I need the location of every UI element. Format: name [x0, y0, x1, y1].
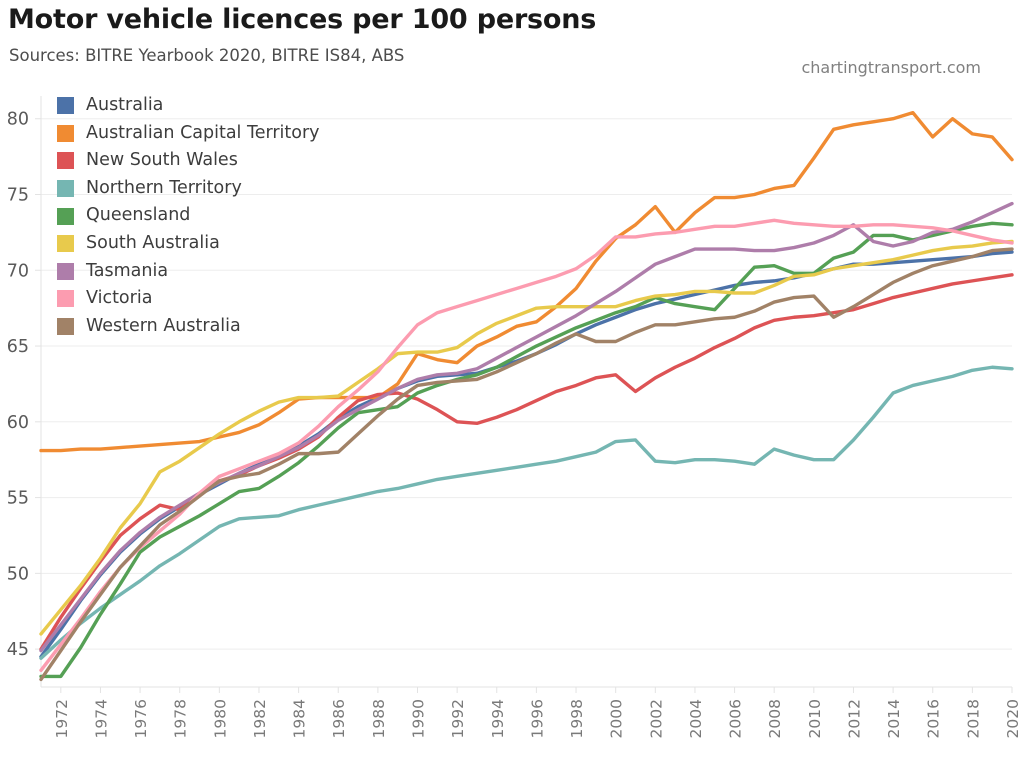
x-axis-tick-label: 2004 — [687, 699, 705, 738]
x-axis-tick-label: 1976 — [132, 699, 150, 738]
x-axis-tick-label: 2002 — [647, 699, 665, 738]
x-axis-tick-label: 1984 — [291, 699, 309, 738]
x-axis-tick-label: 2018 — [964, 699, 982, 738]
y-axis-tick-label: 65 — [7, 337, 29, 357]
x-axis-tick-label: 2006 — [727, 699, 745, 738]
x-axis-tick-label: 2012 — [845, 699, 863, 738]
legend-item-label: Tasmania — [86, 260, 169, 281]
x-axis-tick-label: 1994 — [489, 699, 507, 738]
x-axis-tick-label: 1996 — [528, 699, 546, 738]
x-axis-tick-label: 1998 — [568, 699, 586, 738]
x-axis-tick-label: 2010 — [806, 699, 824, 738]
legend-color-swatch — [57, 318, 74, 336]
y-axis-tick-label: 50 — [7, 564, 29, 584]
series-line — [39, 221, 1014, 679]
series-line — [39, 247, 1014, 682]
y-axis-tick-label: 80 — [7, 110, 29, 130]
legend-color-swatch — [57, 180, 74, 198]
x-axis-tick-label: 1980 — [211, 699, 229, 738]
x-axis-tick-label: 1986 — [330, 699, 348, 738]
x-axis-tick-label: 2014 — [885, 699, 903, 738]
legend-color-swatch — [57, 235, 74, 253]
y-axis-tick-label: 60 — [7, 413, 29, 433]
legend-item[interactable]: New South Wales — [57, 147, 320, 175]
legend-item-label: Queensland — [86, 205, 191, 226]
x-axis-tick-label: 1990 — [410, 699, 428, 738]
legend-color-swatch — [57, 290, 74, 308]
legend-color-swatch — [57, 152, 74, 170]
legend-item[interactable]: Australian Capital Territory — [57, 120, 320, 148]
series-group — [39, 110, 1014, 682]
legend-item[interactable]: Australia — [57, 92, 320, 120]
x-axis-tick-label: 2016 — [925, 699, 943, 738]
legend-item-label: South Australia — [86, 233, 220, 254]
legend-item-label: Western Australia — [86, 315, 241, 336]
legend-color-swatch — [57, 207, 74, 225]
legend-item[interactable]: South Australia — [57, 230, 320, 258]
y-axis-tick-label: 45 — [7, 640, 29, 660]
legend-color-swatch — [57, 124, 74, 142]
legend-item-label: Victoria — [86, 288, 153, 309]
legend-item-label: Australian Capital Territory — [86, 122, 320, 143]
x-axis-tick-label: 1978 — [172, 699, 190, 738]
chart-credit: chartingtransport.com — [801, 58, 981, 77]
y-axis-tick-label: 55 — [7, 489, 29, 509]
legend-item-label: Australia — [86, 95, 164, 116]
gridlines: 45 50 55 60 65 70 75 80 1972 1974 1976 1978 1980 1982… — [7, 96, 1022, 738]
legend-color-swatch — [57, 262, 74, 280]
page-title: Motor vehicle licences per 100 persons — [8, 4, 597, 35]
x-axis-tick-label: 1972 — [53, 699, 71, 738]
legend-item-label: New South Wales — [86, 150, 238, 171]
chart-sources: Sources: BITRE Yearbook 2020, BITRE IS84… — [9, 46, 405, 65]
chart-legend: Australia Australian Capital Territory New… — [57, 92, 320, 340]
series-line — [39, 239, 1014, 636]
x-axis-tick-label: 1992 — [449, 699, 467, 738]
legend-item[interactable]: Queensland — [57, 202, 320, 230]
legend-item[interactable]: Northern Territory — [57, 175, 320, 203]
x-axis-tick-label: 2020 — [1004, 699, 1022, 738]
x-axis-tick-label: 2000 — [608, 699, 626, 738]
legend-item[interactable]: Tasmania — [57, 258, 320, 286]
y-axis-tick-label: 75 — [7, 186, 29, 206]
series-line — [39, 110, 1014, 453]
series-line — [39, 218, 1014, 673]
x-axis-tick-label: 1974 — [92, 699, 110, 738]
y-axis-tick-label: 70 — [7, 261, 29, 281]
legend-item[interactable]: Western Australia — [57, 313, 320, 341]
legend-item[interactable]: Victoria — [57, 285, 320, 313]
x-axis-tick-label: 1982 — [251, 699, 269, 738]
x-axis-tick-label: 2008 — [766, 699, 784, 738]
x-axis-tick-label: 1988 — [370, 699, 388, 738]
series-line — [39, 365, 1014, 660]
legend-item-label: Northern Territory — [86, 177, 242, 198]
legend-color-swatch — [57, 97, 74, 115]
